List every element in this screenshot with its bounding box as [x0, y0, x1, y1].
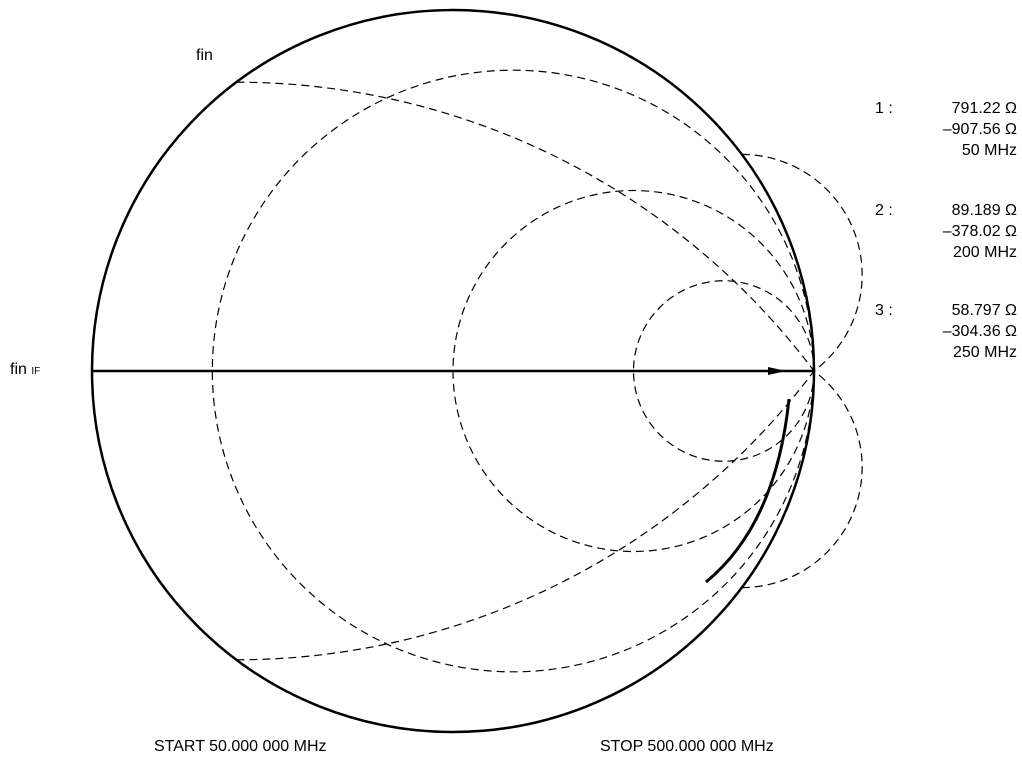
marker-frequency: 200 MHz — [952, 244, 1017, 261]
label-if: IF — [31, 366, 41, 377]
marker-reactance: –304.36 Ω — [942, 323, 1017, 340]
marker-index: 2 : — [875, 202, 893, 219]
start-frequency-label: START 50.000 000 MHz — [154, 738, 327, 755]
axis-arrowhead — [768, 367, 786, 375]
marker-resistance: 58.797 Ω — [951, 302, 1017, 319]
marker-index: 1 : — [875, 100, 893, 117]
marker-readout-1: 1 : 791.22 Ω –907.56 Ω 50 MHz — [875, 98, 1017, 168]
marker-resistance: 791.22 Ω — [951, 100, 1017, 117]
reactance-arc-pos-0_5 — [236, 81, 815, 372]
impedance-trace — [705, 398, 791, 584]
marker-frequency: 50 MHz — [961, 142, 1017, 159]
marker-frequency: 250 MHz — [952, 344, 1017, 361]
marker-index: 3 : — [875, 302, 893, 319]
reactance-arc-neg-1 — [452, 370, 815, 733]
marker-readout-2: 2 : 89.189 Ω –378.02 Ω 200 MHz — [875, 200, 1017, 270]
stop-frequency-label: STOP 500.000 000 MHz — [600, 738, 774, 755]
reactance-arc-neg-0_5 — [236, 370, 815, 661]
marker-reactance: –907.56 Ω — [942, 121, 1017, 138]
marker-readout-3: 3 : 58.797 Ω –304.36 Ω 250 MHz — [875, 300, 1017, 370]
marker-reactance: –378.02 Ω — [942, 223, 1017, 240]
label-fin: fin — [10, 361, 27, 378]
outer-circle — [90, 8, 816, 734]
reactance-arc-neg-3 — [741, 370, 863, 589]
label-fin-top: fin — [196, 47, 213, 64]
marker-resistance: 89.189 Ω — [951, 202, 1017, 219]
label-fin-if: fin IF — [10, 361, 40, 379]
reactance-arc-pos-3 — [741, 153, 863, 372]
